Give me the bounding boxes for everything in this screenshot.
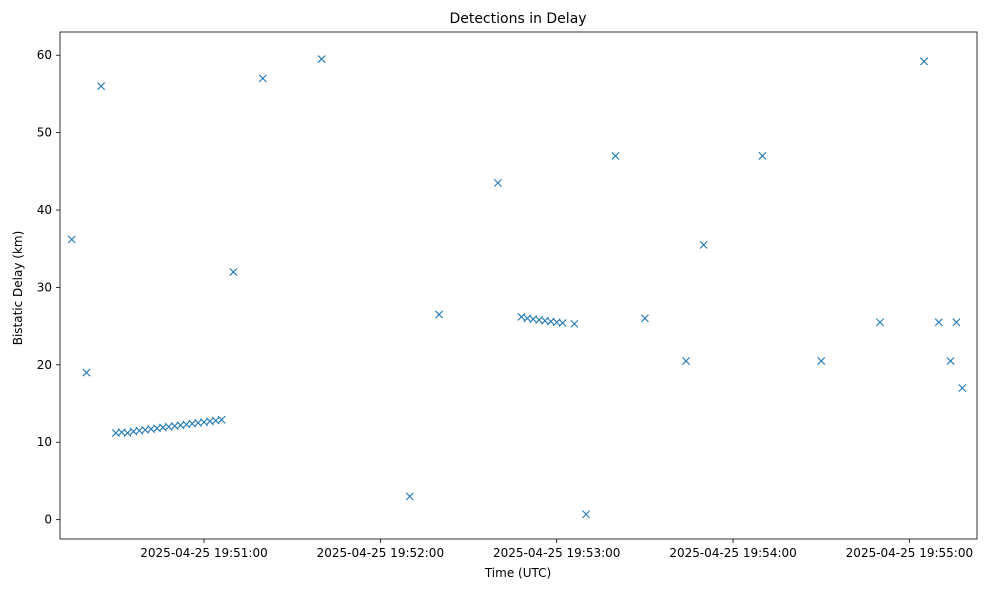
x-tick-label: 2025-04-25 19:51:00 xyxy=(140,546,267,560)
y-tick-label: 60 xyxy=(37,48,52,62)
data-point xyxy=(123,428,132,437)
axis-ticks: 0 10 20 30 40 50 60 2025-04-25 19:51:00 2025-04-… xyxy=(37,48,973,560)
data-point xyxy=(570,319,579,328)
x-tick-label: 2025-04-25 19:52:00 xyxy=(317,546,444,560)
scatter-points xyxy=(67,55,967,519)
data-point xyxy=(405,492,414,501)
y-tick-label: 0 xyxy=(44,513,52,527)
data-point xyxy=(229,267,238,276)
data-point xyxy=(82,368,91,377)
data-point xyxy=(97,82,106,91)
chart-title: Detections in Delay xyxy=(449,11,586,27)
y-tick-label: 30 xyxy=(37,280,52,294)
data-point xyxy=(258,74,267,83)
data-point xyxy=(920,57,929,66)
x-axis-label: Time (UTC) xyxy=(484,566,551,580)
data-point xyxy=(952,318,961,327)
data-point xyxy=(67,235,76,244)
data-point xyxy=(611,151,620,160)
y-tick-label: 50 xyxy=(37,126,52,140)
data-point xyxy=(558,319,567,328)
data-point xyxy=(958,384,967,393)
y-tick-label: 10 xyxy=(37,435,52,449)
data-point xyxy=(817,356,826,365)
x-tick-label: 2025-04-25 19:55:00 xyxy=(846,546,973,560)
data-point xyxy=(699,240,708,249)
y-tick-label: 20 xyxy=(37,358,52,372)
x-tick-label: 2025-04-25 19:54:00 xyxy=(669,546,796,560)
data-point xyxy=(934,318,943,327)
data-point xyxy=(876,318,884,327)
data-point xyxy=(640,314,649,323)
data-point xyxy=(758,151,767,160)
data-point xyxy=(946,356,955,365)
x-tick-label: 2025-04-25 19:53:00 xyxy=(493,546,620,560)
y-tick-label: 40 xyxy=(37,203,52,217)
data-point xyxy=(582,510,591,519)
data-point xyxy=(493,178,502,187)
y-axis-label: Bistatic Delay (km) xyxy=(11,231,25,346)
data-point xyxy=(435,310,444,319)
data-point xyxy=(682,356,691,365)
plot-frame xyxy=(59,31,978,540)
data-point xyxy=(517,312,526,321)
data-point xyxy=(217,415,226,424)
data-point xyxy=(317,55,326,64)
